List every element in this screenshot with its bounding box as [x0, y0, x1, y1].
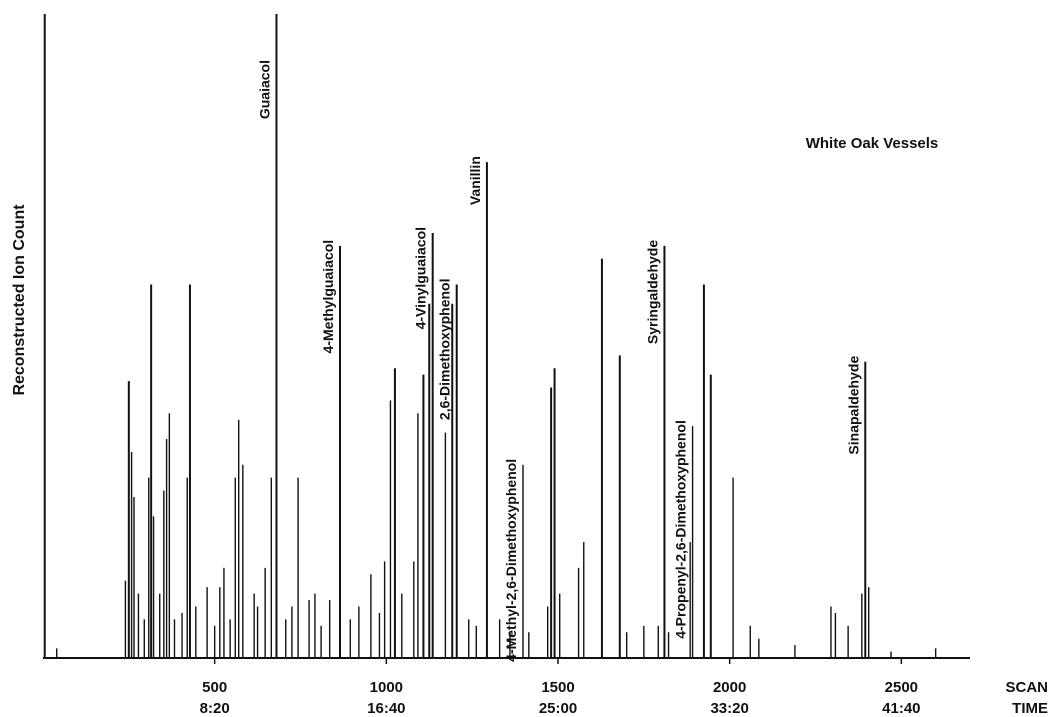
x-tick-time-label-4: 41:40	[882, 700, 920, 717]
x-tick-scan-label-4: 2500	[885, 679, 918, 696]
x-tick-time-label-3: 33:20	[710, 700, 748, 717]
x-tick-scan-label-2: 1500	[541, 679, 574, 696]
annotation-8: Sinapaldehyde	[845, 356, 861, 455]
annotation-3: 2,6-Dimethoxyphenol	[437, 278, 453, 420]
chart-title: White Oak Vessels	[806, 135, 939, 152]
x-axis-label-time: TIME	[1012, 700, 1048, 717]
x-tick-time-label-0: 8:20	[200, 700, 230, 717]
annotation-2: 4-Vinylguaiacol	[413, 227, 429, 329]
x-tick-scan-label-3: 2000	[713, 679, 746, 696]
annotation-5: 4-Methyl-2,6-Dimethoxyphenol	[503, 459, 519, 662]
annotation-7: 4-Propenyl-2,6-Dimethoxyphenol	[673, 420, 689, 639]
y-axis-label: Reconstructed Ion Count	[11, 204, 28, 396]
annotation-0: Guaiacol	[256, 60, 272, 119]
annotation-4: Vanillin	[467, 156, 483, 205]
chart-marks	[43, 14, 970, 659]
peak-annotations: Guaiacol 4-Methylguaiacol 4-Vinylguaiacol 2…	[256, 60, 861, 662]
x-tick-scan-label-0: 500	[202, 679, 227, 696]
x-tick-time-label-1: 16:40	[367, 700, 405, 717]
annotation-1: 4-Methylguaiacol	[320, 240, 336, 354]
x-tick-time-label-2: 25:00	[539, 700, 577, 717]
x-axis-label-scan: SCAN	[1005, 679, 1048, 696]
x-tick-scan-label-1: 1000	[370, 679, 403, 696]
x-axis-ticks: 500 8:20 1000 16:40 1500 25:00 2000 33:20 2500 41…	[200, 658, 921, 717]
annotation-6: Syringaldehyde	[644, 240, 660, 344]
